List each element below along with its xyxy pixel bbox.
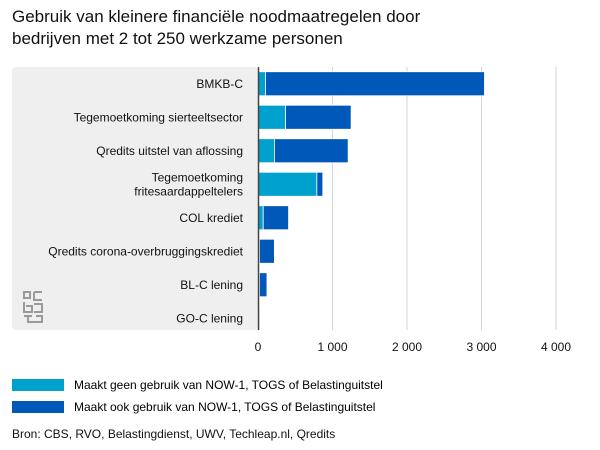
bar-segment (265, 71, 485, 97)
legend-swatch-geen (12, 379, 64, 391)
bar-chart: BMKB-C Tegemoetkoming sierteeltsector Qred… (12, 67, 571, 354)
category-label: BL-C lening (180, 278, 243, 292)
bar-segment (316, 171, 324, 197)
category-label: Qredits corona-overbruggingskrediet (48, 244, 243, 258)
x-tick-label: 3 000 (466, 340, 496, 354)
category-label: BMKB-C (196, 77, 243, 91)
category-label: fritesaardappeltelers (134, 184, 243, 198)
chart-title: Gebruik van kleinere financiële noodmaat… (12, 6, 572, 50)
chart-title-line-1: Gebruik van kleinere financiële noodmaat… (12, 7, 421, 26)
category-label: GO-C lening (176, 311, 243, 325)
legend-item-ook: Maakt ook gebruik van NOW-1, TOGS of Bel… (12, 396, 383, 418)
x-tick-label: 2 000 (392, 340, 422, 354)
bar-segment (273, 138, 349, 164)
bar-segment (257, 138, 275, 164)
category-label: COL krediet (179, 211, 243, 225)
category-label: Tegemoetkoming sierteeltsector (74, 110, 243, 124)
source-note: Bron: CBS, RVO, Belastingdienst, UWV, Te… (12, 427, 336, 441)
bar-segment (259, 238, 275, 264)
bar-segment (257, 104, 286, 130)
label-panel (12, 67, 258, 330)
bar-segment (262, 205, 289, 231)
bar-segment (285, 104, 352, 130)
bar-segment (259, 272, 268, 298)
x-tick-label: 4 000 (541, 340, 571, 354)
legend-swatch-ook (12, 401, 64, 413)
legend-item-geen: Maakt geen gebruik van NOW-1, TOGS of Be… (12, 374, 383, 396)
x-tick-label: 0 (255, 340, 262, 354)
x-tick-label: 1 000 (317, 340, 347, 354)
legend-label-ook: Maakt ook gebruik van NOW-1, TOGS of Bel… (74, 400, 376, 414)
category-label: Tegemoetkoming (152, 170, 243, 184)
legend-label-geen: Maakt geen gebruik van NOW-1, TOGS of Be… (74, 378, 383, 392)
category-label: Qredits uitstel van aflossing (96, 144, 243, 158)
chart-title-line-2: bedrijven met 2 tot 250 werkzame persone… (12, 29, 343, 48)
cbs-logo-icon (23, 291, 43, 323)
bar-segment (257, 171, 318, 197)
legend: Maakt geen gebruik van NOW-1, TOGS of Be… (12, 374, 383, 418)
